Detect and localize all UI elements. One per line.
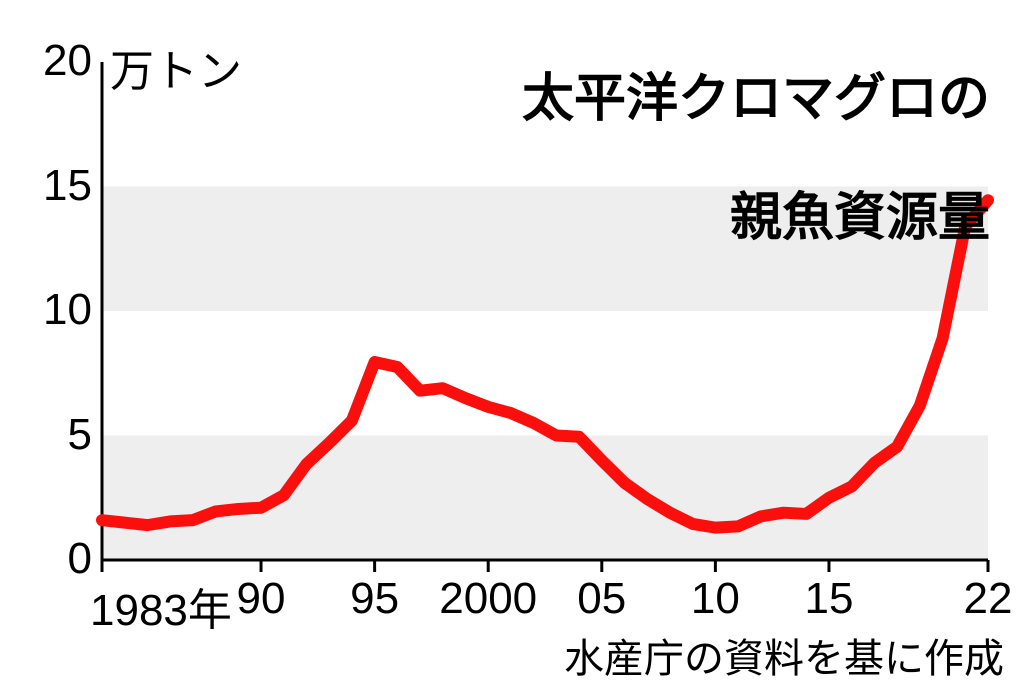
y-tick-label: 5: [68, 410, 92, 460]
grid-band: [102, 436, 988, 561]
y-axis-unit: 万トン: [110, 35, 242, 99]
chart-title: 太平洋クロマグロの 親魚資源量: [464, 10, 990, 309]
line-chart: 太平洋クロマグロの 親魚資源量 万トン 05101520 1983年909520…: [0, 0, 1024, 684]
y-tick-label: 20: [43, 36, 92, 86]
chart-title-line1: 太平洋クロマグロの: [522, 70, 990, 128]
x-tick-label: 05: [577, 574, 626, 624]
x-tick-label: 22: [964, 574, 1013, 624]
x-tick-label: 1983年: [90, 574, 232, 638]
x-tick-label: 10: [691, 574, 740, 624]
x-tick-label: 15: [804, 574, 853, 624]
chart-caption: 水産庁の資料を基に作成: [564, 626, 1004, 684]
chart-title-line2: 親魚資源量: [730, 189, 990, 247]
x-tick-label: 2000: [439, 574, 537, 624]
y-tick-label: 0: [68, 534, 92, 584]
x-tick-label: 95: [350, 574, 399, 624]
x-tick-label: 90: [237, 574, 286, 624]
y-tick-label: 10: [43, 285, 92, 335]
y-tick-label: 15: [43, 161, 92, 211]
